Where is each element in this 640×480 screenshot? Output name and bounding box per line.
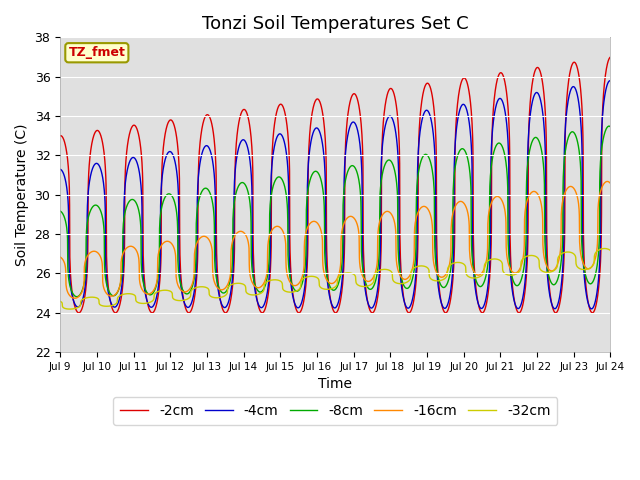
-8cm <box>210 211 218 216</box>
-32cm <box>495 257 503 263</box>
-32cm <box>607 248 614 253</box>
-16cm <box>210 277 218 283</box>
-32cm <box>56 299 64 304</box>
Y-axis label: Soil Temperature (C): Soil Temperature (C) <box>15 123 29 266</box>
-4cm <box>56 167 64 172</box>
-8cm <box>351 165 359 171</box>
Text: TZ_fmet: TZ_fmet <box>68 46 125 59</box>
-32cm <box>351 273 359 279</box>
-16cm <box>604 179 611 184</box>
Line: -4cm: -4cm <box>60 81 611 309</box>
-16cm <box>495 194 503 200</box>
-32cm <box>364 283 371 289</box>
-4cm <box>573 91 581 96</box>
-2cm <box>351 92 359 97</box>
-16cm <box>573 194 581 200</box>
-2cm <box>495 71 503 77</box>
Title: Tonzi Soil Temperatures Set C: Tonzi Soil Temperatures Set C <box>202 15 468 33</box>
-8cm <box>56 208 64 214</box>
-2cm <box>364 297 371 302</box>
Line: -2cm: -2cm <box>60 57 611 313</box>
-8cm <box>73 294 81 300</box>
-2cm <box>56 133 64 139</box>
-2cm <box>558 285 566 290</box>
Legend: -2cm, -4cm, -8cm, -16cm, -32cm: -2cm, -4cm, -8cm, -16cm, -32cm <box>113 397 557 425</box>
-2cm <box>573 65 581 71</box>
-4cm <box>210 165 218 171</box>
Line: -32cm: -32cm <box>60 249 611 309</box>
-8cm <box>573 138 581 144</box>
-32cm <box>601 246 609 252</box>
-16cm <box>56 254 64 260</box>
-8cm <box>605 123 612 129</box>
-4cm <box>558 278 566 284</box>
-4cm <box>607 78 614 84</box>
-8cm <box>495 140 503 146</box>
-32cm <box>573 264 581 270</box>
-16cm <box>71 295 79 301</box>
-8cm <box>558 250 566 255</box>
-2cm <box>210 134 218 140</box>
-4cm <box>351 120 359 126</box>
-8cm <box>607 124 614 130</box>
-16cm <box>364 278 371 284</box>
-8cm <box>364 284 371 289</box>
-16cm <box>558 202 566 208</box>
-2cm <box>148 310 156 316</box>
Line: -8cm: -8cm <box>60 126 611 297</box>
-4cm <box>588 306 595 312</box>
-4cm <box>495 96 503 102</box>
-2cm <box>607 54 614 60</box>
-32cm <box>210 295 218 300</box>
X-axis label: Time: Time <box>318 377 352 392</box>
-4cm <box>363 297 371 302</box>
-32cm <box>66 306 74 312</box>
-32cm <box>558 251 566 256</box>
-16cm <box>351 217 359 223</box>
-16cm <box>607 180 614 186</box>
Line: -16cm: -16cm <box>60 181 611 298</box>
-4cm <box>606 78 614 84</box>
